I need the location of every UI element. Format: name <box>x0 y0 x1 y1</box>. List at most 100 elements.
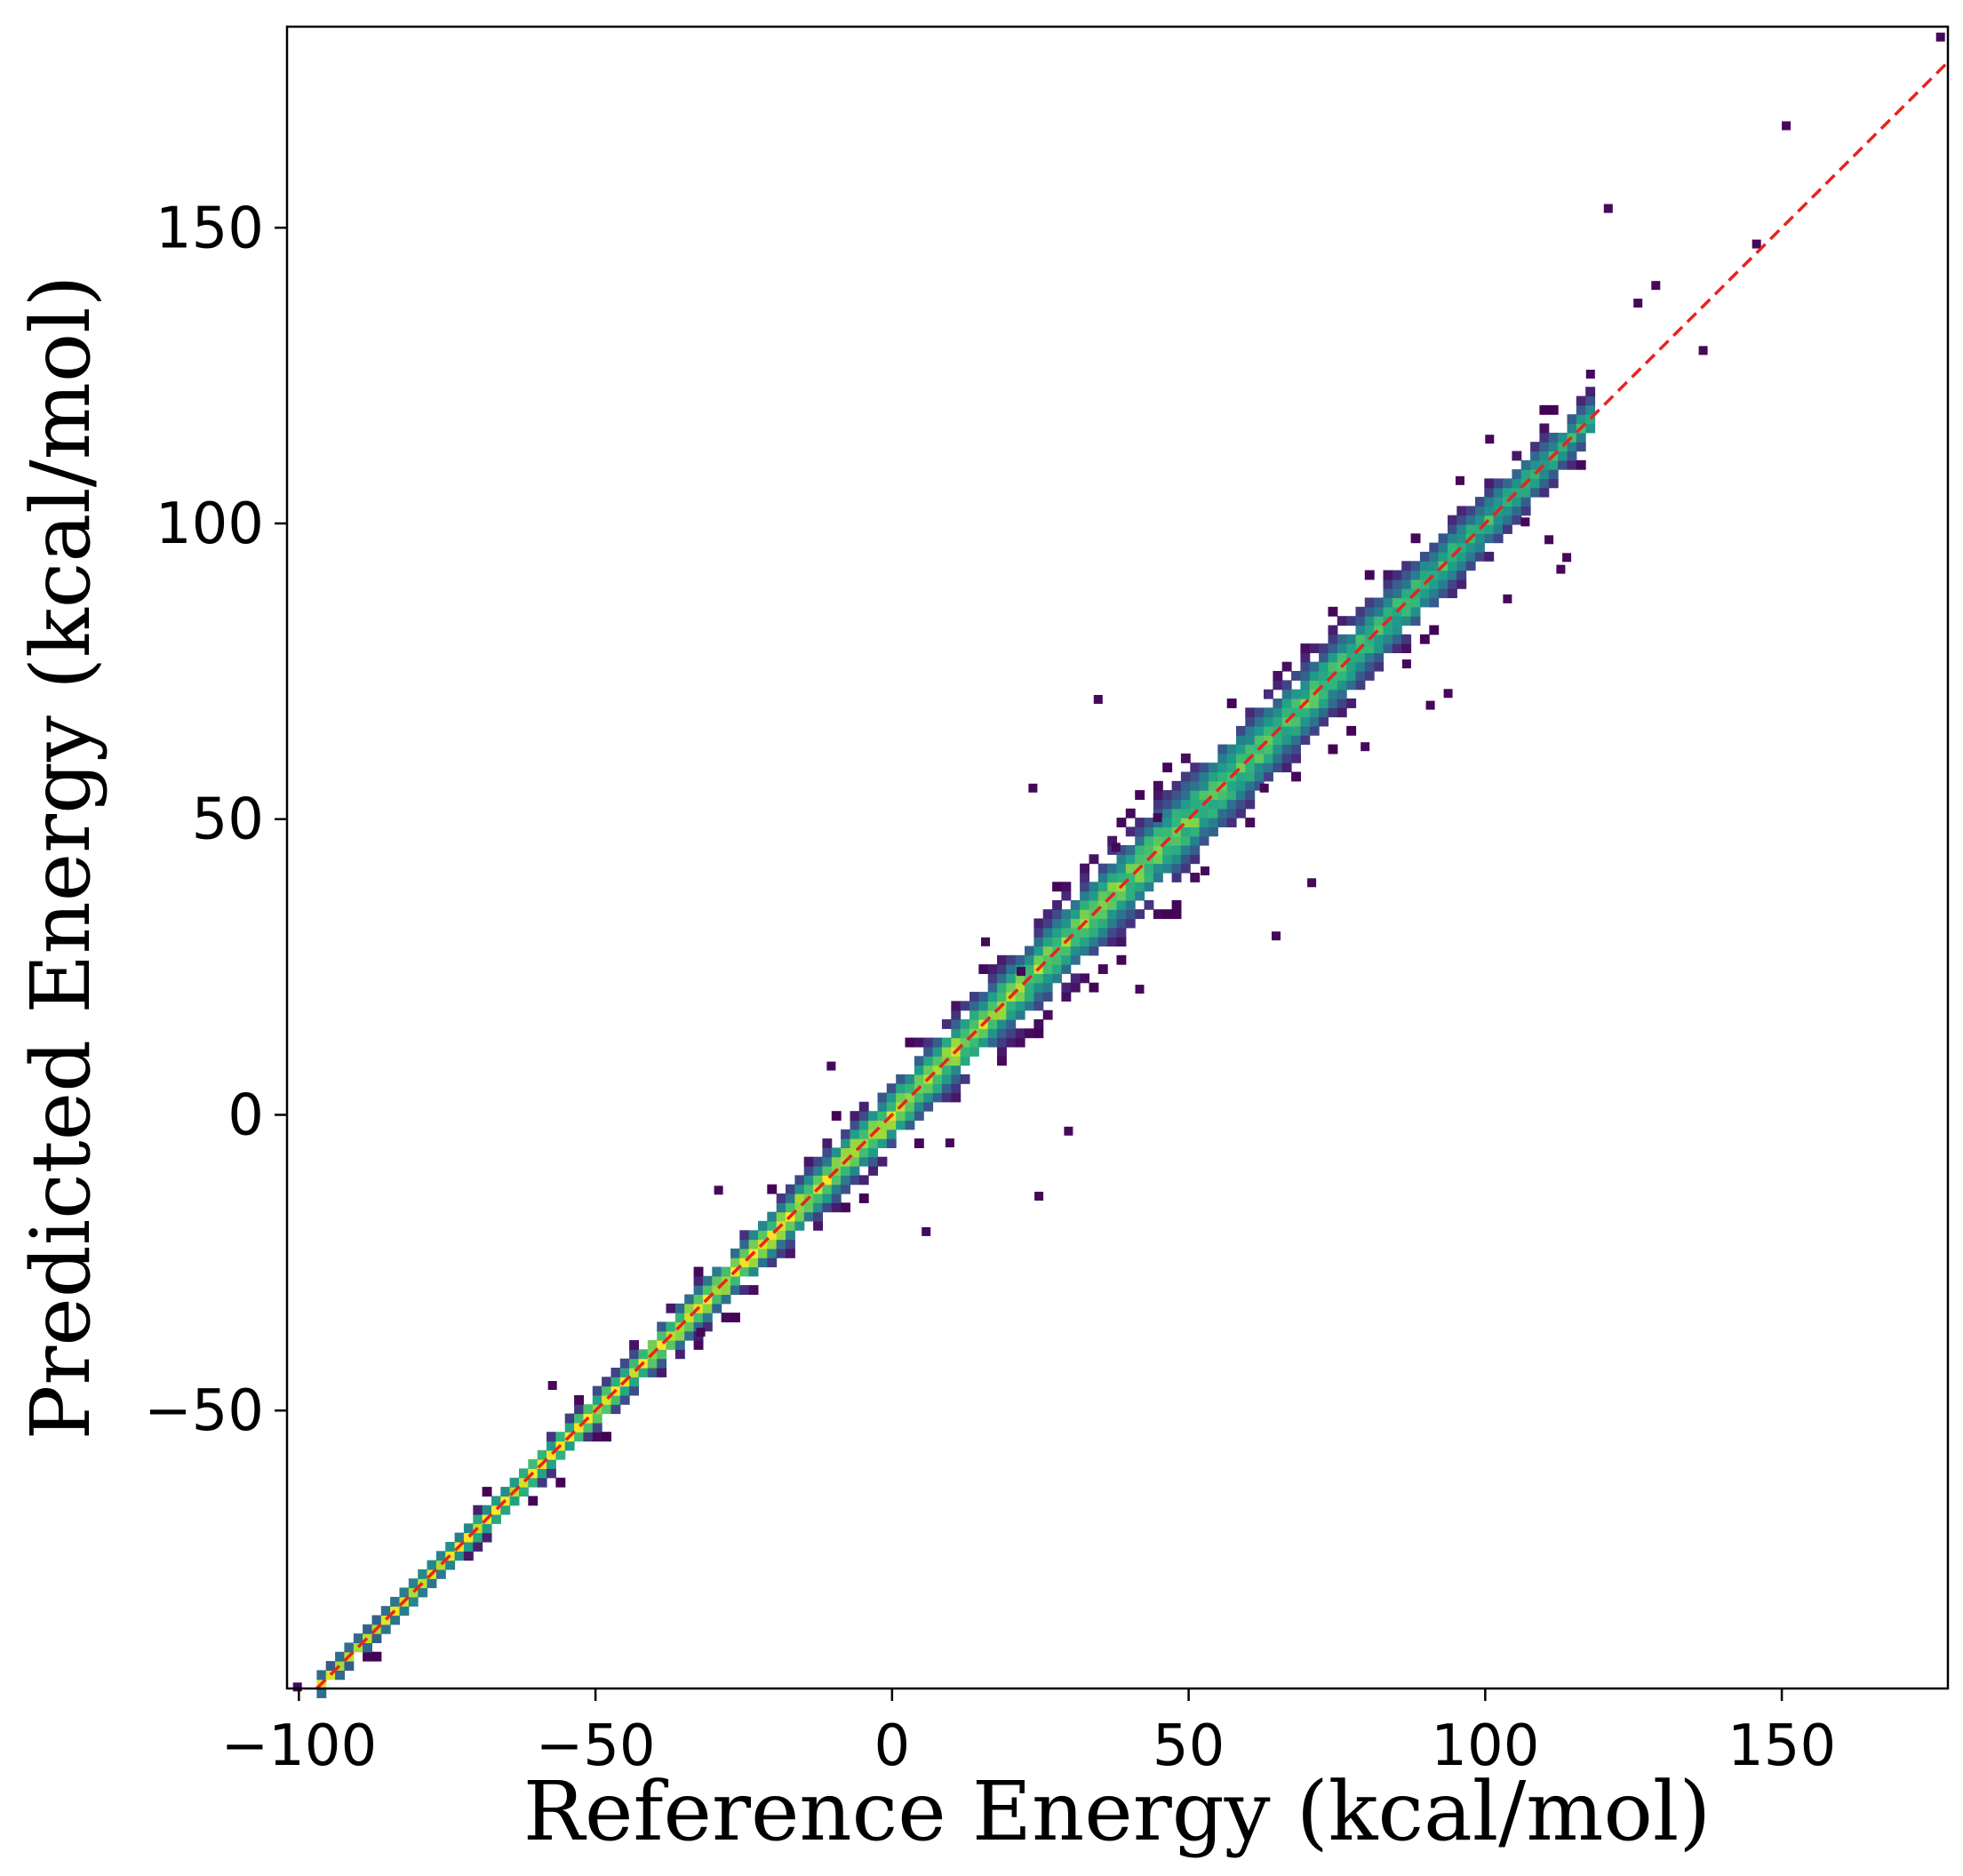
y-tick-label: 150 <box>156 196 264 261</box>
density-cell <box>1171 780 1182 791</box>
density-cell <box>1125 808 1136 818</box>
outlier-point <box>714 1185 723 1195</box>
density-cell <box>1245 744 1256 754</box>
density-cell <box>1226 699 1237 708</box>
density-cell <box>1273 707 1283 718</box>
density-cell <box>813 1211 823 1222</box>
density-cell <box>482 1487 492 1497</box>
density-cell <box>380 1615 391 1625</box>
density-cell <box>1070 973 1081 984</box>
density-cell <box>1190 818 1201 827</box>
density-cell <box>803 1175 814 1185</box>
density-cell <box>1429 570 1440 580</box>
density-cell <box>1484 478 1495 489</box>
density-cell <box>1281 689 1292 699</box>
density-cell <box>712 1294 722 1305</box>
density-cell <box>960 1047 970 1057</box>
density-cell <box>1576 414 1586 425</box>
density-cell <box>1410 616 1421 627</box>
outlier-point <box>1401 659 1411 669</box>
outlier-point <box>1544 535 1554 545</box>
density-cell <box>877 1092 888 1103</box>
density-cell <box>1465 542 1476 553</box>
density-cell <box>666 1321 676 1332</box>
density-cell <box>850 1129 860 1139</box>
density-cell <box>767 1220 778 1231</box>
density-cell <box>776 1239 786 1249</box>
density-cell <box>1448 588 1457 599</box>
density-cell <box>1355 680 1366 691</box>
density-cell <box>1328 661 1338 672</box>
density-cell <box>914 1138 924 1148</box>
density-cell <box>1291 725 1301 736</box>
density-cell <box>1300 680 1311 691</box>
density-cell <box>1429 579 1440 589</box>
density-cell <box>1006 1037 1017 1048</box>
density-cell <box>1171 854 1182 865</box>
density-cell <box>1484 515 1495 525</box>
density-cell <box>1015 1001 1025 1011</box>
x-axis-title: Reference Energy (kcal/mol) <box>523 1764 1711 1859</box>
density-cell <box>1520 459 1531 470</box>
density-cell <box>739 1230 750 1241</box>
density-cell <box>905 1083 915 1094</box>
density-cell <box>1410 579 1421 589</box>
density-cell <box>574 1394 584 1405</box>
density-cell <box>1042 973 1053 984</box>
density-cell <box>1300 661 1311 672</box>
density-cell <box>997 982 1007 993</box>
density-cell <box>1319 716 1329 727</box>
density-cell <box>767 1239 778 1249</box>
density-cell <box>1346 661 1357 672</box>
density-cell <box>1319 671 1329 681</box>
density-cell <box>1125 899 1136 910</box>
density-cell <box>1300 643 1311 653</box>
density-cell <box>886 1101 897 1112</box>
density-cell <box>1448 579 1457 589</box>
density-cell <box>1530 442 1540 452</box>
density-cell <box>1033 973 1044 984</box>
density-cell <box>1264 771 1273 782</box>
density-cell <box>583 1422 594 1433</box>
density-cell <box>1401 606 1412 617</box>
density-cell <box>1245 725 1256 736</box>
density-cell <box>822 1175 833 1185</box>
density-cell <box>1125 890 1136 901</box>
density-cell <box>868 1166 878 1176</box>
density-cell <box>1162 845 1173 855</box>
density-cell <box>941 1065 952 1075</box>
density-cell <box>1116 927 1127 938</box>
density-cell <box>1567 451 1577 461</box>
density-cell <box>1135 790 1145 800</box>
density-cell <box>1558 451 1568 461</box>
density-cell <box>1052 909 1062 920</box>
density-cell <box>1180 845 1191 855</box>
density-cell <box>886 1120 897 1130</box>
density-cell <box>1209 826 1218 837</box>
density-cell <box>564 1413 575 1424</box>
density-cell <box>1585 404 1596 415</box>
density-cell <box>1484 524 1495 534</box>
density-cell <box>693 1313 704 1322</box>
density-cell <box>794 1175 805 1185</box>
density-cell <box>803 1202 814 1213</box>
density-cell <box>858 1129 869 1139</box>
density-cell <box>1273 753 1283 763</box>
density-cell <box>1401 588 1412 599</box>
density-cell <box>850 1147 860 1158</box>
density-cell <box>1162 854 1173 865</box>
y-axis: −50 0 50 100 150 <box>144 196 287 1444</box>
density-cell <box>509 1496 520 1506</box>
density-cell <box>1319 661 1329 672</box>
density-cell <box>1245 716 1256 727</box>
density-cell <box>803 1184 814 1194</box>
density-cell <box>1245 735 1256 746</box>
density-cell <box>1374 606 1384 617</box>
outlier-point <box>1520 517 1530 527</box>
density-cell <box>418 1587 428 1598</box>
density-cell <box>1456 533 1467 544</box>
density-cell <box>1355 661 1366 672</box>
density-cell <box>1033 946 1044 956</box>
density-cell <box>1456 506 1467 516</box>
density-cell <box>841 1184 850 1194</box>
